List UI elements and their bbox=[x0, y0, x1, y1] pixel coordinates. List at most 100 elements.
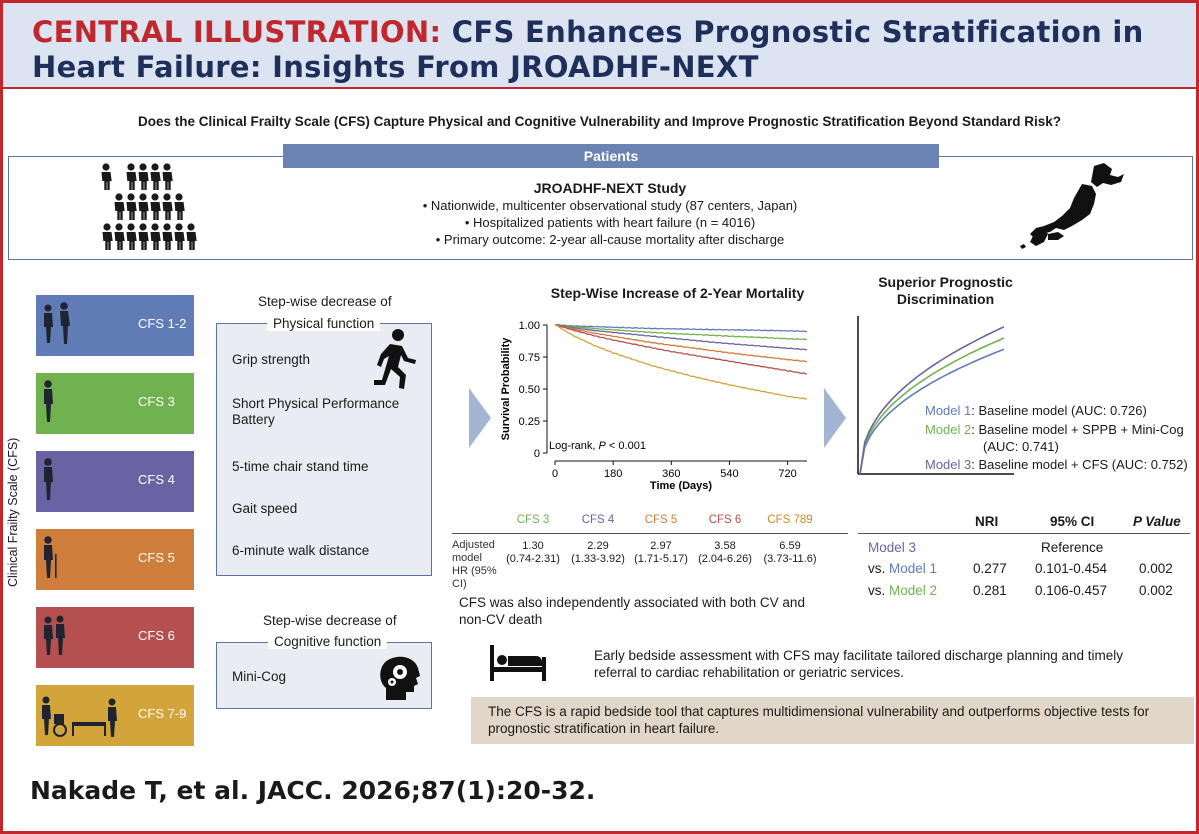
survival-curve bbox=[554, 324, 808, 363]
physical-title-line-1: Step-wise decrease of bbox=[258, 294, 392, 309]
person-with-cane-icon bbox=[44, 536, 57, 578]
cfs-level-5: CFS 5 bbox=[36, 529, 194, 590]
y-tick-label: 0.75 bbox=[519, 352, 540, 364]
discrimination-title: Superior Prognostic Discrimination bbox=[878, 274, 1013, 307]
physical-title-line-2: Physical function bbox=[267, 316, 381, 331]
x-tick-label: 540 bbox=[720, 468, 738, 480]
arrow-right-icon bbox=[469, 388, 491, 448]
hazard-column-label: CFS 5 bbox=[644, 514, 678, 526]
cfs-axis-label: Clinical Frailty Scale (CFS) bbox=[6, 437, 20, 587]
reference-label: Reference bbox=[1041, 540, 1104, 555]
x-tick-label: 180 bbox=[604, 468, 622, 480]
hazard-ratio-ci: (1.71-5.17) bbox=[634, 553, 688, 565]
hazard-ratio-value: 3.58 bbox=[714, 540, 736, 552]
header-title-line-2: Heart Failure: Insights From JROADHF-NEX… bbox=[32, 50, 759, 84]
japan-map-icon bbox=[1020, 163, 1124, 249]
hazard-ratio-value: 6.59 bbox=[779, 540, 801, 552]
conclusion-text: The CFS is a rapid bedside tool that cap… bbox=[488, 704, 1150, 736]
citation: Nakade T, et al. JACC. 2026;87(1):20-32. bbox=[30, 776, 596, 805]
nri-comparison: vs. Model 1 bbox=[868, 561, 938, 576]
study-bullet: • Nationwide, multicenter observational … bbox=[422, 198, 798, 213]
header-label: CENTRAL ILLUSTRATION: bbox=[32, 15, 442, 49]
study-description: JROADHF-NEXT Study • Nationwide, multice… bbox=[300, 180, 920, 248]
physical-item: Gait speed bbox=[232, 501, 298, 516]
cognitive-title-line-1: Step-wise decrease of bbox=[263, 613, 397, 628]
hazard-column-label: CFS 6 bbox=[708, 514, 742, 526]
cfs-level-label: CFS 1-2 bbox=[138, 316, 187, 331]
model-description: : Baseline model + CFS (AUC: 0.752) bbox=[971, 457, 1188, 472]
cfs-level-label: CFS 7-9 bbox=[138, 706, 187, 721]
wheelchair-and-bed-icon bbox=[42, 696, 117, 737]
p-value-header: P Value bbox=[1133, 514, 1181, 529]
mortality-title: Step-Wise Increase of 2-Year Mortality bbox=[550, 285, 805, 301]
survival-curve bbox=[554, 324, 808, 351]
survival-curve bbox=[554, 324, 808, 400]
survival-curve bbox=[554, 323, 808, 333]
hazard-ratio-ci: (3.73-11.6) bbox=[763, 553, 817, 565]
model-description-auc: (AUC: 0.741) bbox=[983, 439, 1059, 454]
auc-curves bbox=[857, 316, 1014, 475]
physical-item: 6-minute walk distance bbox=[232, 543, 370, 558]
hazard-ratio-ci: (1.33-3.92) bbox=[571, 553, 625, 565]
header-title-line-1: CFS Enhances Prognostic Stratification i… bbox=[451, 15, 1144, 49]
nri-ci: 0.106-0.457 bbox=[1035, 583, 1108, 598]
bedside-statement: Early bedside assessment with CFS may fa… bbox=[594, 648, 1124, 680]
model-legend-item: Model 2: Baseline model + SPPB + Mini-Co… bbox=[925, 422, 1184, 454]
hazard-column-label: CFS 3 bbox=[516, 514, 550, 526]
roc-curve bbox=[859, 348, 1005, 475]
x-axis-title: Time (Days) bbox=[650, 480, 712, 492]
hazard-ratio-value: 2.97 bbox=[650, 540, 672, 552]
walking-couple-icon bbox=[44, 302, 70, 344]
cfs-level-label: CFS 5 bbox=[138, 550, 175, 565]
cognitive-title-line-2: Cognitive function bbox=[268, 634, 388, 649]
cfs-level-label: CFS 4 bbox=[138, 472, 175, 487]
roc-curve bbox=[859, 326, 1005, 475]
survival-curve bbox=[554, 324, 808, 375]
model-name: Model 3 bbox=[925, 457, 972, 472]
physical-item: Short Physical Performance Battery bbox=[232, 396, 400, 427]
people-group-icon bbox=[101, 163, 197, 250]
research-question: Does the Clinical Frailty Scale (CFS) Ca… bbox=[138, 114, 1061, 129]
nri-value: 0.281 bbox=[973, 583, 1007, 598]
patients-bar: Patients bbox=[283, 144, 939, 168]
model-description: : Baseline model (AUC: 0.726) bbox=[971, 403, 1147, 418]
x-tick-label: 720 bbox=[778, 468, 796, 480]
cfs-level-6: CFS 6 bbox=[36, 607, 194, 668]
cfs-level-1-2: CFS 1-2 bbox=[36, 295, 194, 356]
hazard-ratio-value: 1.30 bbox=[522, 540, 544, 552]
y-axis-title: Survival Probability bbox=[500, 337, 512, 441]
nri-p-value: 0.002 bbox=[1139, 583, 1173, 598]
cfs-level-label: CFS 3 bbox=[138, 394, 175, 409]
hazard-ratio-value: 2.29 bbox=[587, 540, 609, 552]
y-tick-label: 0.50 bbox=[519, 384, 540, 396]
nri-ci: 0.101-0.454 bbox=[1035, 561, 1108, 576]
model-name: Model 1 bbox=[925, 403, 972, 418]
reference-model: Model 3 bbox=[868, 540, 917, 555]
study-title: JROADHF-NEXT Study bbox=[533, 180, 687, 196]
cfs-level-label: CFS 6 bbox=[138, 628, 175, 643]
cv-death-note: CFS was also independently associated wi… bbox=[459, 595, 805, 627]
nri-value: 0.277 bbox=[973, 561, 1007, 576]
study-bullet: • Hospitalized patients with heart failu… bbox=[464, 215, 756, 230]
hazard-ratio-ci: (2.04-6.26) bbox=[698, 553, 752, 565]
cfs-level-3: CFS 3 bbox=[36, 373, 194, 434]
hospital-bed-icon bbox=[490, 645, 546, 681]
physical-item: Grip strength bbox=[232, 352, 311, 367]
ci-header: 95% CI bbox=[1050, 514, 1095, 529]
head-with-gears-icon bbox=[380, 656, 420, 700]
hazard-table-rule bbox=[452, 533, 848, 534]
assisted-person-icon bbox=[44, 615, 65, 655]
model-legend-item: Model 3: Baseline model + CFS (AUC: 0.75… bbox=[925, 457, 1188, 472]
survival-chart: 0 0.25 0.50 0.75 1.00 0 180 360 540 720 Time (Days… bbox=[500, 320, 808, 492]
hazard-column-label: CFS 789 bbox=[767, 514, 813, 526]
cognitive-item: Mini-Cog bbox=[232, 669, 287, 684]
standing-person-icon bbox=[44, 380, 53, 422]
y-tick-label: 1.00 bbox=[519, 320, 540, 332]
nri-table-rule bbox=[858, 533, 1190, 534]
nri-header: NRI bbox=[975, 514, 999, 529]
y-tick-label: 0 bbox=[534, 448, 540, 460]
standing-person-icon bbox=[44, 458, 53, 500]
model-legend-item: Model 1: Baseline model (AUC: 0.726) bbox=[925, 403, 1147, 418]
model-name: Model 2 bbox=[925, 422, 972, 437]
